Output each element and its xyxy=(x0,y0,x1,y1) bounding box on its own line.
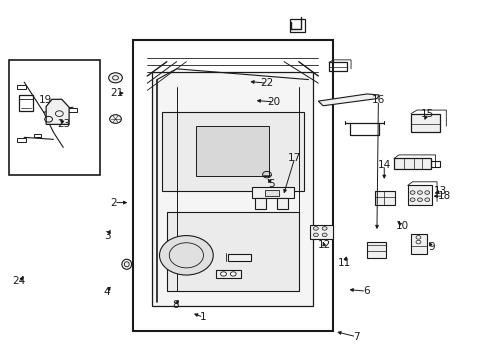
Circle shape xyxy=(425,191,430,194)
Circle shape xyxy=(410,198,415,202)
Text: 12: 12 xyxy=(318,240,331,250)
Bar xyxy=(17,85,25,89)
Bar xyxy=(252,187,294,198)
Bar xyxy=(133,40,333,330)
Bar xyxy=(216,270,241,278)
Circle shape xyxy=(109,73,122,83)
Text: 18: 18 xyxy=(438,191,451,201)
Text: 17: 17 xyxy=(288,153,301,163)
Circle shape xyxy=(314,233,318,237)
Bar xyxy=(408,185,432,205)
Text: 7: 7 xyxy=(353,332,360,342)
Text: 5: 5 xyxy=(269,179,275,189)
Circle shape xyxy=(220,272,226,276)
Bar xyxy=(431,161,441,167)
Text: 23: 23 xyxy=(58,120,71,129)
Text: 11: 11 xyxy=(338,258,351,268)
Bar xyxy=(265,190,279,196)
Bar xyxy=(329,62,346,71)
Circle shape xyxy=(230,272,236,276)
Bar xyxy=(9,60,100,175)
Text: 3: 3 xyxy=(104,231,111,240)
Text: 22: 22 xyxy=(260,78,273,88)
Bar xyxy=(255,198,266,209)
Text: 13: 13 xyxy=(434,186,447,197)
Polygon shape xyxy=(152,72,314,306)
Text: 16: 16 xyxy=(372,95,385,105)
Bar xyxy=(290,19,305,32)
Circle shape xyxy=(314,226,318,230)
Text: 10: 10 xyxy=(396,221,409,231)
Polygon shape xyxy=(318,94,379,106)
Bar xyxy=(411,234,427,253)
Circle shape xyxy=(425,198,430,202)
Circle shape xyxy=(322,226,327,230)
Bar xyxy=(375,191,395,205)
Polygon shape xyxy=(162,112,304,191)
Polygon shape xyxy=(196,126,270,176)
Circle shape xyxy=(110,115,122,123)
Bar xyxy=(367,242,386,258)
Text: 24: 24 xyxy=(13,276,26,286)
Bar xyxy=(68,108,77,112)
Text: 6: 6 xyxy=(363,286,369,296)
Text: 15: 15 xyxy=(420,109,434,119)
Bar xyxy=(34,134,41,137)
Bar xyxy=(411,114,441,132)
Text: 2: 2 xyxy=(111,198,118,208)
Bar xyxy=(394,158,431,169)
Bar xyxy=(19,95,33,111)
Bar xyxy=(17,138,25,142)
Circle shape xyxy=(410,191,415,194)
Text: 19: 19 xyxy=(39,95,52,105)
Text: 14: 14 xyxy=(378,160,391,170)
Ellipse shape xyxy=(122,259,132,269)
Text: 9: 9 xyxy=(428,242,435,252)
Bar xyxy=(310,225,333,239)
Polygon shape xyxy=(167,212,299,291)
Bar xyxy=(228,253,251,261)
Circle shape xyxy=(417,198,422,202)
Circle shape xyxy=(322,233,327,237)
Text: 4: 4 xyxy=(104,287,111,297)
Text: 21: 21 xyxy=(110,88,123,98)
Text: 20: 20 xyxy=(267,97,280,107)
Bar xyxy=(277,198,288,209)
Text: 8: 8 xyxy=(172,300,179,310)
Text: 1: 1 xyxy=(200,312,207,322)
Polygon shape xyxy=(46,99,69,125)
Circle shape xyxy=(159,235,213,275)
Circle shape xyxy=(417,191,422,194)
